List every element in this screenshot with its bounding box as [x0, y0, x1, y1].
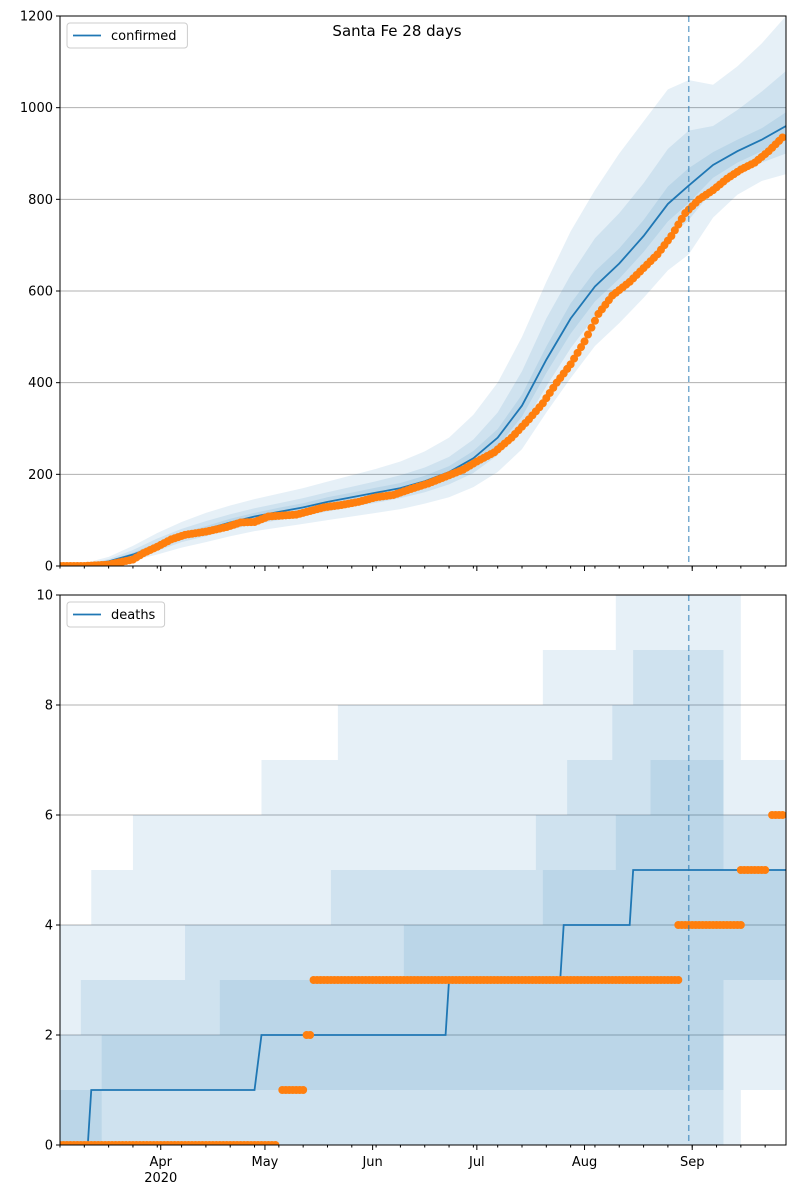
chart-title: Santa Fe 28 days: [332, 22, 461, 40]
observed-point: [674, 976, 683, 984]
observed-point: [670, 226, 679, 235]
legend-box: [66, 601, 166, 628]
observed-point: [736, 921, 745, 929]
y-tick-label: 4: [45, 919, 53, 934]
legend: deaths: [66, 601, 166, 628]
observed-point: [778, 133, 786, 142]
legend-box: [66, 22, 188, 49]
uncertainty-band-inner: [60, 112, 786, 566]
uncertainty-band-middle: [60, 650, 786, 1145]
y-tick-label: 0: [45, 560, 53, 575]
observed-point: [566, 360, 575, 369]
y-tick-label: 2: [45, 1029, 53, 1044]
y-tick-label: 6: [45, 809, 53, 824]
y-tick-label: 600: [28, 285, 53, 300]
x-tick-label: Aug: [572, 1155, 597, 1170]
observed-point: [674, 220, 683, 229]
uncertainty-band-outer: [60, 16, 786, 566]
uncertainty-band-outer: [60, 595, 786, 1145]
observed-point: [573, 348, 582, 357]
plot-area: [60, 16, 786, 566]
y-tick-label: 1200: [20, 10, 53, 25]
observed-point: [271, 1141, 280, 1145]
observed-point: [677, 214, 686, 223]
observed-point: [778, 811, 786, 819]
observed-point: [584, 330, 592, 339]
observed-point: [306, 1031, 315, 1039]
observed-point: [761, 866, 770, 874]
observed-point: [577, 343, 586, 352]
observed-point: [587, 323, 596, 332]
observed-point: [590, 316, 599, 325]
x-tick-label: Jul: [468, 1155, 485, 1170]
y-tick-label: 400: [28, 376, 53, 391]
uncertainty-band-middle: [60, 71, 786, 566]
x-tick-label: Jun: [361, 1155, 382, 1170]
plot-area: [60, 595, 786, 1145]
observed-point: [667, 232, 676, 240]
observed-point: [580, 337, 589, 346]
observed-point: [570, 354, 579, 363]
confirmed-chart-panel: 0 200 400 600 800 1000 1200 confirmed: [20, 10, 787, 575]
x-tick-sublabel: 2020: [144, 1171, 177, 1186]
y-tick-label: 1000: [20, 101, 53, 116]
y-tick-label: 10: [36, 589, 53, 604]
uncertainty-band-inner: [60, 760, 786, 1145]
axes-frame: [59, 594, 787, 1146]
x-tick-label: May: [252, 1155, 279, 1170]
legend-label: deaths: [111, 608, 156, 623]
x-tick-label: Sep: [680, 1155, 705, 1170]
y-tick-label: 8: [45, 699, 53, 714]
y-tick-label: 200: [28, 468, 53, 483]
x-tick-label: Apr: [149, 1155, 172, 1170]
y-tick-label: 800: [28, 193, 53, 208]
legend-label: confirmed: [111, 29, 177, 44]
y-tick-label: 0: [45, 1139, 53, 1154]
observed-point: [299, 1086, 308, 1094]
legend: confirmed: [66, 22, 188, 49]
